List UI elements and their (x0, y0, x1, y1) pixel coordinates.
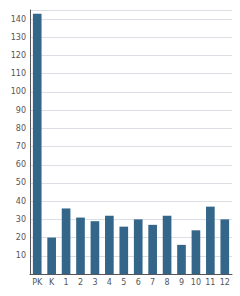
svg-text:140: 140 (11, 15, 26, 24)
svg-text:PK: PK (32, 278, 43, 287)
svg-text:3: 3 (92, 278, 97, 287)
svg-text:K: K (49, 278, 55, 287)
svg-text:60: 60 (16, 160, 26, 169)
svg-text:6: 6 (136, 278, 141, 287)
svg-text:1: 1 (64, 278, 69, 287)
svg-text:110: 110 (11, 69, 26, 78)
svg-text:10: 10 (16, 251, 26, 260)
svg-text:30: 30 (16, 215, 26, 224)
svg-text:130: 130 (11, 33, 26, 42)
svg-text:80: 80 (16, 124, 26, 133)
svg-text:12: 12 (220, 278, 230, 287)
svg-text:7: 7 (150, 278, 155, 287)
svg-text:100: 100 (11, 87, 26, 96)
svg-text:120: 120 (11, 51, 26, 60)
svg-text:4: 4 (107, 278, 112, 287)
svg-text:40: 40 (16, 197, 26, 206)
svg-text:9: 9 (179, 278, 184, 287)
svg-text:8: 8 (165, 278, 170, 287)
svg-text:5: 5 (121, 278, 126, 287)
svg-text:20: 20 (16, 233, 26, 242)
svg-text:10: 10 (191, 278, 201, 287)
svg-text:2: 2 (78, 278, 83, 287)
svg-text:50: 50 (16, 178, 26, 187)
svg-text:11: 11 (205, 278, 215, 287)
svg-text:70: 70 (16, 142, 26, 151)
svg-text:90: 90 (16, 106, 26, 115)
